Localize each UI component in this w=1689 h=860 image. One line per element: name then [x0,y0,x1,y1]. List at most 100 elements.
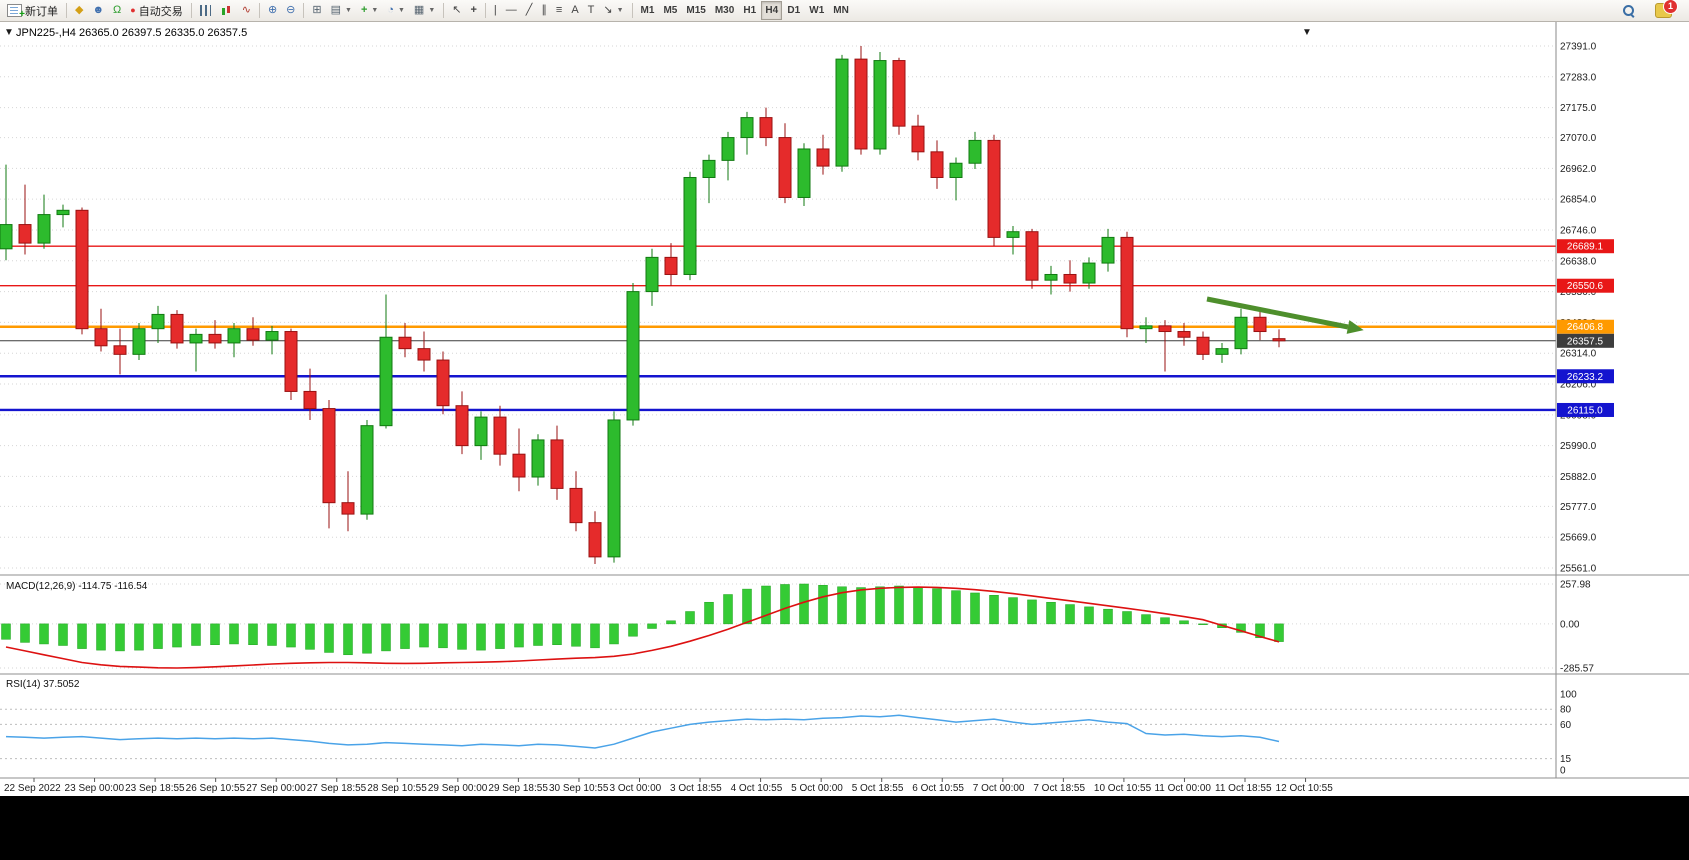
candle-body [303,390,317,410]
new-chart-button[interactable]: ▤ ▼ [327,1,356,20]
timeframe-m30-button[interactable]: M30 [711,1,738,20]
candle-body [75,209,89,330]
macd-histogram-bar [818,584,828,625]
zoom-in-button[interactable]: ⊕ [264,1,281,20]
timeframe-d1-button[interactable]: D1 [783,1,804,20]
macd-histogram-bar [210,623,220,645]
periods-button[interactable]: ◔ ▼ [383,1,409,20]
macd-histogram-bar [666,620,676,625]
trend-arrow-line[interactable] [1206,296,1349,330]
candle-body [968,139,982,164]
price-badge [1557,402,1614,417]
notifications-button[interactable]: 1 [1651,0,1678,20]
price-axis-label: 25669.0 [1560,533,1597,544]
macd-histogram-bar [875,586,885,625]
macd-histogram-bar [704,601,714,625]
price-axis-label: 26746.0 [1560,225,1597,236]
macd-histogram-bar [514,623,524,648]
zoom-out-button[interactable]: ⊖ [282,1,299,20]
support-icon: Ω [113,4,122,16]
candle-body [759,117,773,139]
text-label-button[interactable]: T [584,1,599,20]
timeframe-toolbar: M1 M5 M15 M30 H1 H4 D1 W1 MN [637,1,853,20]
toolbar-separator [631,3,633,18]
timeframe-mn-button[interactable]: MN [829,1,853,20]
macd-histogram-bar [191,623,201,646]
macd-histogram-bar [894,585,904,625]
templates-button[interactable]: ▦ ▼ [410,1,439,20]
macd-histogram-bar [77,623,87,649]
price-axis-label: 27391.0 [1560,42,1597,53]
cursor-button[interactable]: ↖ [448,1,465,20]
macd-label: MACD(12,26,9) -114.75 -116.54 [6,581,148,592]
line-chart-button[interactable]: ∿ [238,1,255,20]
candle-body [417,348,431,361]
timeframe-m5-button[interactable]: M5 [659,1,681,20]
price-axis-label: 27175.0 [1560,103,1597,114]
chart-collapse-icon[interactable]: ▼ [4,27,14,38]
timeframe-m1-button[interactable]: M1 [637,1,659,20]
macd-histogram-bar [286,623,296,648]
date-axis-label: 3 Oct 18:55 [670,783,722,794]
horizontal-line-button[interactable]: — [502,1,521,20]
channel-button[interactable]: ∥ [537,1,551,20]
price-badge [1557,239,1614,254]
account-button[interactable]: ☻ [88,1,108,20]
macd-histogram-bar [476,623,486,651]
date-axis-label: 28 Sep 10:55 [367,783,427,794]
zoom-in-icon: ⊕ [267,4,278,16]
macd-histogram-bar [115,623,125,652]
support-button[interactable]: Ω [109,1,125,20]
candle-body [607,419,621,558]
date-axis-label: 5 Oct 00:00 [791,783,843,794]
date-axis-label: 3 Oct 00:00 [610,783,662,794]
price-axis-label: 26314.0 [1560,349,1597,360]
chart-area[interactable]: 27391.0 27283.0 27175.0 27070.0 26962.0 26854… [0,22,1689,796]
search-button[interactable] [1618,1,1639,20]
tile-windows-button[interactable]: ⊞ [308,1,325,20]
candle-body [37,214,51,244]
macd-histogram-bar [647,623,657,629]
candle-body [1025,231,1039,281]
vertical-line-button[interactable]: | [490,1,501,20]
price-badge [1557,278,1614,293]
indicators-button[interactable]: + ▼ [357,1,382,20]
arrows-button[interactable]: ↘ ▼ [599,1,627,20]
bar-chart-button[interactable] [196,1,215,20]
crosshair-button[interactable]: + [466,1,480,20]
trend-arrow-head[interactable] [1346,320,1365,337]
timeframe-m15-button[interactable]: M15 [682,1,709,20]
deposit-button[interactable]: ◆ [71,1,87,20]
price-axis-label: 26854.0 [1560,195,1597,206]
new-order-button[interactable]: 新订单 [3,1,62,20]
date-axis-label: 23 Sep 00:00 [65,783,125,794]
timeframe-h4-button[interactable]: H4 [761,1,783,20]
macd-histogram-bar [419,623,429,648]
timeframe-w1-button[interactable]: W1 [805,1,828,20]
candlestick-chart-button[interactable] [216,1,237,20]
rsi-axis-label: 100 [1560,690,1577,701]
date-axis-label: 7 Oct 00:00 [973,783,1025,794]
macd-histogram-bar [457,623,467,650]
clock-icon: ◔ [387,4,394,16]
trendline-button[interactable]: ╱ [522,1,537,20]
horizontal-line-icon: — [505,4,517,16]
candle-body [550,439,564,489]
candle-body [683,176,697,275]
candle-body [1101,236,1115,264]
text-button[interactable]: A [567,1,582,20]
macd-histogram-bar [1236,623,1246,633]
chart-shift-marker-icon[interactable]: ▼ [1302,27,1312,38]
chevron-down-icon: ▼ [428,7,436,14]
price-axis-label: 25990.0 [1560,441,1597,452]
add-indicator-icon: + [360,4,368,16]
macd-histogram-bar [400,623,410,649]
new-order-label: 新订单 [25,5,58,18]
timeframe-h1-button[interactable]: H1 [739,1,760,20]
fibonacci-button[interactable]: ≡ [552,1,566,20]
price-axis-label: 27283.0 [1560,72,1597,83]
auto-trading-button[interactable]: ● 自动交易 [126,1,186,20]
rsi-axis-label: 60 [1560,720,1572,731]
price-axis-label: 25777.0 [1560,502,1597,513]
